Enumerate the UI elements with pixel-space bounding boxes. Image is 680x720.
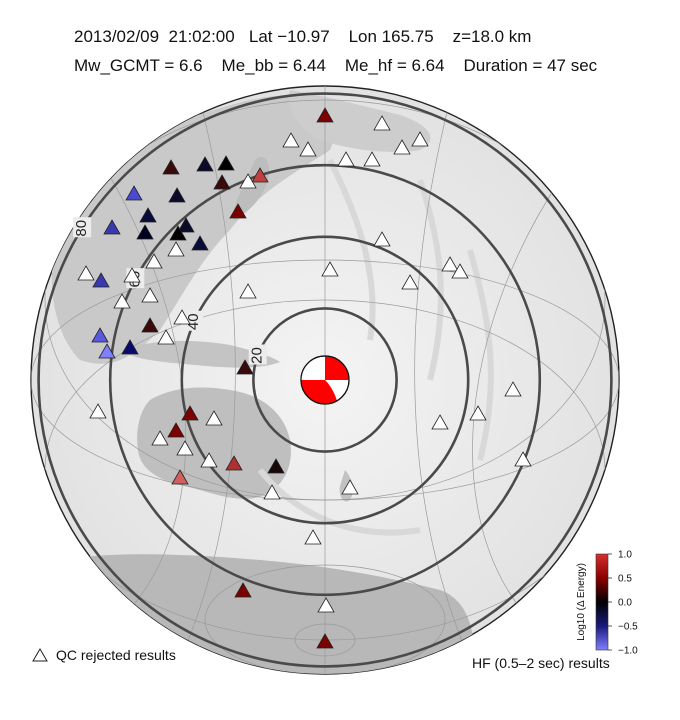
station-triangle-icon: [239, 283, 257, 299]
station-triangle-icon: [337, 151, 355, 167]
station-triangle-icon: [229, 203, 247, 219]
station-triangle-icon: [121, 339, 139, 355]
station-triangle-icon: [176, 440, 194, 456]
colorbar-gradient: [595, 553, 609, 651]
station-triangle-icon: [321, 261, 339, 277]
ring-label-40: 40: [185, 313, 202, 330]
station-triangle-icon: [282, 132, 300, 148]
station-triangle-icon: [205, 410, 223, 426]
colorbar-tick-label: 1.0: [618, 550, 632, 561]
colorbar-title: Log10 (Δ Energy): [576, 563, 587, 641]
triangle-icon: [32, 648, 48, 662]
station-triangle-icon: [316, 107, 334, 123]
station-triangle-icon: [91, 327, 109, 343]
station-triangle-icon: [341, 479, 359, 495]
station-triangle-icon: [431, 414, 449, 430]
australia-landmass: [137, 387, 291, 499]
colorbar-tick-label: 0.5: [618, 574, 632, 585]
colorbar-tick-label: −1.0: [618, 646, 638, 657]
station-triangle-icon: [316, 633, 334, 649]
station-triangle-icon: [151, 430, 169, 446]
station-triangle-icon: [125, 185, 143, 201]
station-triangle-icon: [393, 139, 411, 155]
station-triangle-icon: [213, 174, 231, 190]
colorbar-tick-label: −0.5: [618, 622, 638, 633]
legend-qc-label: QC rejected results: [56, 647, 176, 663]
station-triangle-icon: [225, 455, 243, 471]
ring-label-20: 20: [249, 347, 266, 364]
northern-landmass: [289, 90, 431, 152]
station-triangle-icon: [181, 405, 199, 421]
station-markers: [77, 107, 532, 649]
station-triangle-icon: [162, 159, 180, 175]
station-triangle-icon: [263, 484, 281, 500]
station-triangle-icon: [363, 151, 381, 167]
station-triangle-icon: [304, 529, 322, 545]
station-triangle-icon: [267, 458, 285, 474]
distance-ring-80: [37, 92, 613, 668]
station-triangle-icon: [373, 231, 391, 247]
station-triangle-icon: [451, 263, 469, 279]
seafloor-ridges: [257, 158, 494, 536]
station-triangle-icon: [171, 469, 189, 485]
station-triangle-icon: [157, 329, 175, 345]
distance-ring-60: [108, 163, 542, 597]
legend-qc-rejected: QC rejected results: [32, 647, 176, 663]
indonesia-landmass: [120, 340, 280, 368]
event-info-line1: 2013/02/09 21:02:00 Lat −10.97 Lon 165.7…: [74, 27, 532, 46]
station-triangle-icon: [77, 265, 95, 281]
station-triangle-icon: [191, 235, 209, 251]
station-triangle-icon: [239, 173, 257, 189]
station-triangle-icon: [236, 359, 254, 375]
station-triangle-icon: [173, 309, 191, 325]
station-triangle-icon: [113, 293, 131, 309]
station-triangle-icon: [401, 274, 419, 290]
magnitude-info-line2: Mw_GCMT = 6.6 Me_bb = 6.44 Me_hf = 6.64 …: [74, 56, 598, 75]
station-triangle-icon: [98, 343, 116, 359]
station-triangle-icon: [217, 155, 235, 171]
station-triangle-icon: [136, 224, 154, 240]
distance-rings: 20406080: [37, 92, 613, 668]
station-triangle-icon: [251, 167, 269, 183]
distance-ring-40: [180, 235, 470, 525]
station-triangle-icon: [123, 267, 141, 283]
station-triangle-icon: [92, 272, 110, 288]
station-triangle-icon: [139, 207, 157, 223]
station-triangle-icon: [103, 219, 121, 235]
station-triangle-icon: [177, 217, 195, 233]
station-triangle-icon: [167, 241, 185, 257]
station-triangle-icon: [200, 452, 218, 468]
station-triangle-icon: [411, 131, 429, 147]
colorbar-tick-label: 0.0: [618, 598, 632, 609]
station-triangle-icon: [141, 317, 159, 333]
station-triangle-icon: [89, 403, 107, 419]
station-triangle-icon: [168, 187, 186, 203]
station-triangle-icon: [145, 253, 163, 269]
station-triangle-icon: [441, 256, 459, 272]
station-triangle-icon: [196, 156, 214, 172]
legend-hf-results: HF (0.5–2 sec) results: [472, 655, 610, 671]
station-triangle-icon: [167, 422, 185, 438]
station-triangle-icon: [504, 381, 522, 397]
station-triangle-icon: [141, 287, 159, 303]
colorbar-ticks: 1.0 0.5 0.0 −0.5 −1.0: [608, 550, 638, 657]
ring-label-80: 80: [73, 220, 90, 237]
station-triangle-icon: [373, 115, 391, 131]
station-triangle-icon: [514, 451, 532, 467]
beachball-icon: [300, 355, 350, 405]
station-triangle-icon: [469, 405, 487, 421]
colorbar: 1.0 0.5 0.0 −0.5 −1.0 Log10 (Δ Energy): [576, 550, 638, 657]
distance-ring-20: [252, 307, 398, 453]
station-triangle-icon: [299, 141, 317, 157]
station-triangle-icon: [234, 582, 252, 598]
station-triangle-icon: [317, 597, 335, 613]
station-triangle-icon: [169, 225, 187, 241]
